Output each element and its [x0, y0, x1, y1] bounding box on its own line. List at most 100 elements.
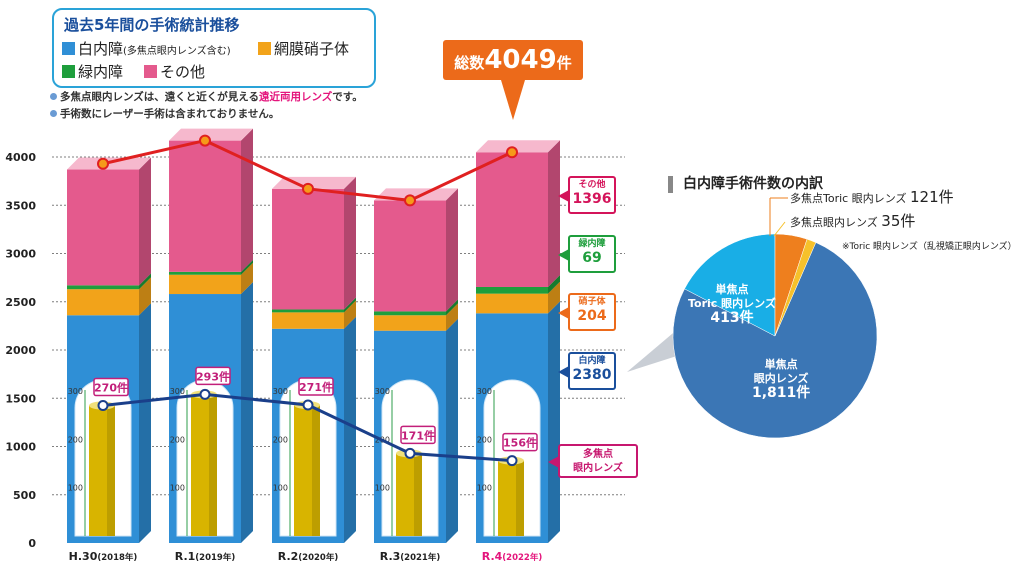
total-value: 4049: [484, 45, 557, 75]
tag-cataract-value: 2380: [572, 367, 612, 383]
multifocal-value-label: 271件: [298, 377, 334, 396]
multifocal-bar: [294, 405, 320, 536]
bar-segment: [272, 297, 356, 313]
svg-text:156件: 156件: [503, 436, 537, 450]
y-tick-label: 0: [28, 537, 36, 550]
y-tick-label: 1000: [5, 441, 36, 454]
total-unit: 件: [556, 54, 572, 72]
pie-label-monofocal: 単焦点 眼内レンズ 1,811件: [752, 358, 810, 401]
multifocal-value-label: 171件: [400, 425, 436, 445]
x-tick-label: R.4(2022年): [482, 550, 543, 563]
multifocal-bar: [89, 405, 115, 536]
pie-label-monofocal-toric-l1: 単焦点: [715, 283, 749, 296]
svg-text:271件: 271件: [299, 380, 333, 394]
x-tick-label: R.2(2020年): [278, 550, 339, 563]
pie-title-text: 白内障手術件数の内訳: [683, 176, 823, 192]
inner-tick-label: 300: [477, 387, 492, 396]
legend-swatch-cataract: [62, 42, 75, 55]
legend-item-cataract: 白内障(多焦点眼内レンズ含む): [62, 38, 231, 59]
y-tick-label: 1500: [5, 392, 36, 405]
inner-tick-label: 200: [68, 435, 83, 444]
note-multifocal-highlight: 遠近両用レンズ: [258, 91, 333, 103]
legend-item-retina: 網膜硝子体: [258, 38, 349, 59]
bar-segment: [67, 277, 151, 316]
multifocal-tag-line1: 多焦点: [583, 449, 613, 460]
bar-segment: [67, 273, 151, 290]
y-tick-label: 500: [13, 489, 36, 502]
x-tick-label: R.1(2019年): [175, 550, 236, 563]
total-callout: 総数4049件: [443, 40, 583, 120]
legend-swatch-glaucoma: [62, 65, 75, 78]
bullet-icon: [50, 110, 57, 117]
pie-label-monofocal-l2: 眼内レンズ: [753, 372, 809, 385]
total-trend-point: [506, 146, 518, 159]
bar-segment: [476, 140, 560, 287]
legend-label-cataract: 白内障: [78, 40, 124, 58]
inner-tick-label: 300: [375, 387, 390, 396]
pie-label-monofocal-value: 1,811件: [752, 385, 811, 401]
inner-tick-label: 300: [170, 387, 185, 396]
pie-slice: [684, 233, 776, 337]
inner-tick-label: 200: [170, 435, 185, 444]
total-trend-point: [404, 194, 416, 207]
pie-footnote: ※Toric 眼内レンズ（乱視矯正眼内レンズ）: [842, 242, 1017, 252]
tag-glaucoma-value: 69: [582, 250, 602, 266]
inner-tick-label: 100: [477, 484, 492, 493]
legend-item-glaucoma: 緑内障: [62, 61, 123, 82]
pie-slice: [774, 238, 817, 337]
tag-cataract: 白内障 2380: [558, 352, 616, 390]
multifocal-tag: 多焦点 眼内レンズ: [548, 444, 638, 478]
pie-title: 白内障手術件数の内訳: [668, 176, 823, 193]
pie-label-monofocal-toric-l2: Toric 眼内レンズ: [688, 297, 776, 310]
legend-swatch-other: [144, 65, 157, 78]
bar-segment: [374, 299, 458, 316]
note-multifocal: 多焦点眼内レンズは、遠くと近くが見える遠近両用レンズです。: [50, 89, 363, 104]
multifocal-trend-point: [404, 447, 416, 459]
pie-label-multifocal-toric: 多焦点Toric 眼内レンズ 121件: [790, 186, 954, 207]
inner-tick-label: 100: [68, 484, 83, 493]
tag-glaucoma-label: 緑内障: [578, 239, 606, 249]
legend-swatch-retina: [258, 42, 271, 55]
multifocal-value-label: 270件: [93, 377, 129, 397]
multifocal-bar: [498, 460, 524, 536]
pie-label-monofocal-toric: 単焦点 Toric 眼内レンズ 413件: [688, 283, 776, 326]
inner-tick-label: 200: [477, 435, 492, 444]
tag-retina-label: 硝子体: [578, 297, 606, 307]
bar-segment: [67, 157, 151, 286]
y-tick-label: 4000: [5, 151, 36, 164]
inner-tick-label: 300: [68, 387, 83, 396]
bar-segment: [476, 274, 560, 294]
inner-tick-label: 100: [375, 484, 390, 493]
tag-retina: 硝子体 204: [558, 293, 616, 331]
bar-segment: [272, 300, 356, 329]
pie-label-multifocal-toric-value: 121件: [909, 188, 954, 206]
y-tick-label: 3500: [5, 199, 36, 212]
bar-segment: [169, 262, 253, 295]
total-trend-point: [302, 182, 314, 195]
legend: 過去5年間の手術統計推移 白内障(多焦点眼内レンズ含む) 網膜硝子体 緑内障 そ…: [52, 8, 376, 88]
tag-other-value: 1396: [572, 191, 612, 207]
multifocal-bar: [191, 394, 217, 536]
bar-top: [272, 176, 356, 189]
y-tick-label: 2500: [5, 296, 36, 309]
multifocal-value-label: 293件: [195, 366, 231, 386]
x-tick-label: R.3(2021年): [380, 550, 441, 563]
tag-retina-value: 204: [577, 308, 607, 324]
pie-slice: [672, 242, 878, 439]
pie-label-multifocal: 多焦点眼内レンズ 35件: [790, 210, 915, 231]
tag-glaucoma: 緑内障 69: [558, 235, 616, 273]
note-laser-text: 手術数にレーザー手術は含まれておりません。: [60, 108, 280, 120]
bar-top: [476, 140, 560, 153]
legend-label-retina: 網膜硝子体: [274, 40, 350, 58]
total-label: 総数: [454, 54, 485, 72]
pie-label-monofocal-l1: 単焦点: [764, 358, 798, 371]
total-trend-point: [199, 134, 211, 147]
pie-label-multifocal-value: 35件: [881, 212, 916, 230]
pie-label-multifocal-name: 多焦点眼内レンズ: [790, 216, 878, 229]
bar-segment: [169, 259, 253, 275]
y-tick-label: 3000: [5, 248, 36, 261]
legend-item-other: その他: [144, 61, 205, 82]
tag-other: その他 1396: [558, 176, 616, 214]
bar-segment: [476, 281, 560, 314]
pie-callout-wedge: [627, 328, 683, 372]
